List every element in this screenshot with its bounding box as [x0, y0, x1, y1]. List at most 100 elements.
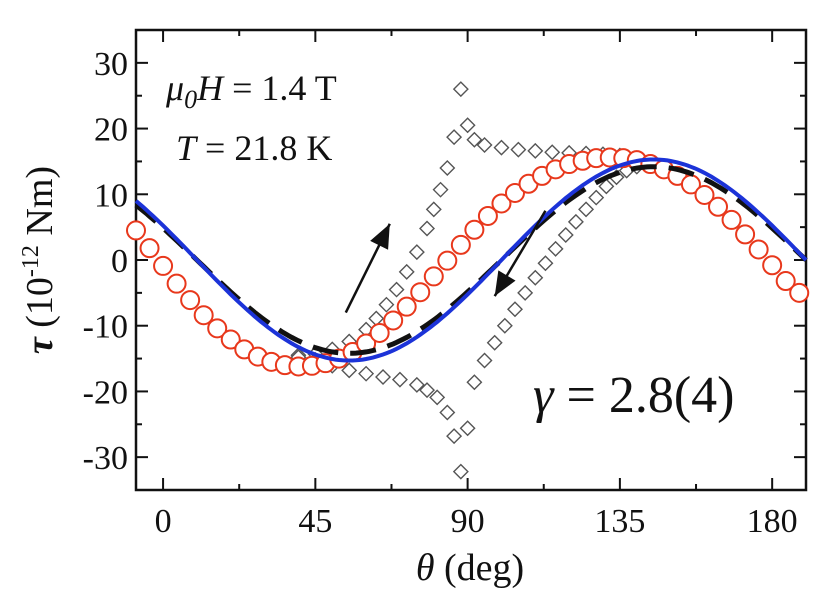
diamond-point: [527, 142, 544, 159]
x-tick-label: 45: [298, 503, 332, 540]
diamond-point: [408, 376, 425, 393]
circle-point: [789, 282, 810, 303]
circle-point: [423, 266, 444, 287]
circle-point: [504, 182, 525, 203]
circle-point: [775, 271, 796, 292]
temperature-annotation: T = 21.8 K: [176, 128, 332, 168]
diamond-point: [341, 362, 358, 379]
arrow-up-head: [370, 223, 390, 250]
circle-point: [708, 196, 729, 217]
diamond-point: [388, 281, 405, 298]
diamond-point: [391, 371, 408, 388]
diamond-point: [459, 117, 476, 134]
y-tick-label: 30: [94, 46, 128, 83]
circle-point: [694, 184, 715, 205]
diamond-point: [375, 368, 392, 385]
x-tick-labels: 0 45 90 135 180: [155, 503, 798, 540]
circle-point: [477, 205, 498, 226]
y-tick-label: -20: [83, 374, 128, 411]
circle-point: [126, 220, 146, 241]
y-axis-post: Nm): [19, 166, 61, 245]
circle-point: [491, 193, 512, 214]
y-tick-label: 10: [94, 177, 128, 214]
circle-point: [207, 318, 228, 339]
field-annotation: μ0H = 1.4 T: [165, 68, 337, 114]
y-tick-label: 0: [111, 243, 128, 280]
diamond-point: [578, 201, 595, 218]
diamond-point: [459, 420, 476, 437]
diamond-point: [506, 301, 523, 318]
y-axis-pre: (10: [19, 277, 61, 337]
diamond-point: [419, 382, 436, 399]
circle-point: [139, 238, 160, 259]
circle-point: [437, 250, 458, 271]
x-tick-label: 90: [451, 503, 485, 540]
diamond-point: [439, 160, 456, 176]
y-axis-symbol: τ: [19, 336, 61, 354]
sweep-arrows: [344, 210, 547, 314]
diamond-point: [527, 269, 544, 286]
diamond-point: [398, 263, 415, 280]
circle-point: [193, 305, 214, 326]
circle-point: [166, 273, 187, 294]
gamma-annotation: γ = 2.8(4): [533, 367, 734, 424]
diamond-point: [493, 139, 510, 156]
diamond-point: [446, 129, 463, 146]
circle-point: [735, 224, 756, 245]
diamond-point: [452, 463, 469, 480]
axis-ticks: [136, 29, 806, 491]
circle-point: [396, 296, 417, 317]
x-axis-label: θ (deg): [416, 547, 524, 589]
x-tick-label: 0: [155, 503, 172, 540]
gamma-symbol: γ: [533, 367, 555, 424]
y-tick-label: -30: [83, 440, 128, 477]
circle-point: [410, 282, 431, 303]
temp-t: T: [176, 128, 199, 168]
diamond-point: [496, 317, 513, 334]
circle-series: [126, 147, 810, 377]
diamond-point: [408, 244, 425, 261]
diamond-point: [476, 137, 493, 153]
diamond-point: [429, 389, 446, 406]
diamond-point: [466, 374, 483, 391]
x-tick-label: 180: [747, 503, 798, 540]
diamond-point: [486, 334, 503, 351]
blue-fit-curve: [134, 157, 808, 363]
diamond-point: [537, 255, 554, 272]
arrow-down-head: [494, 270, 516, 297]
x-axis-unit: (deg): [434, 547, 524, 589]
circle-point: [762, 255, 783, 276]
x-axis-symbol: θ: [416, 547, 435, 589]
y-axis-label: τ (10-12 Nm): [18, 166, 61, 354]
circle-point: [748, 239, 769, 260]
diamond-point: [378, 296, 395, 313]
y-tick-label: -10: [83, 309, 128, 346]
diamond-point: [510, 141, 527, 158]
field-h: H: [196, 68, 225, 108]
field-sub: 0: [184, 85, 197, 114]
diamond-point: [432, 181, 449, 198]
diamond-point: [588, 189, 605, 206]
circle-point: [450, 234, 471, 255]
diamond-point: [567, 213, 584, 230]
circle-point: [153, 255, 174, 276]
y-tick-labels: -30 -20 -10 0 10 20 30: [83, 46, 128, 477]
y-tick-label: 20: [94, 112, 128, 149]
diamond-point: [517, 284, 534, 301]
diamond-point: [476, 352, 493, 369]
diamond-point: [452, 81, 469, 98]
gamma-value: = 2.8(4): [554, 367, 735, 424]
x-tick-label: 135: [594, 503, 645, 540]
diamond-point: [466, 131, 483, 148]
diamond-point: [547, 240, 564, 257]
circle-point: [383, 310, 404, 331]
temp-value: = 21.8 K: [196, 128, 332, 168]
diamond-point: [425, 201, 442, 218]
diamond-point: [419, 220, 436, 237]
circle-point: [721, 209, 742, 230]
circle-point: [220, 329, 241, 350]
diamond-point: [358, 365, 375, 382]
diamond-point: [598, 178, 615, 195]
circle-point: [464, 219, 485, 240]
